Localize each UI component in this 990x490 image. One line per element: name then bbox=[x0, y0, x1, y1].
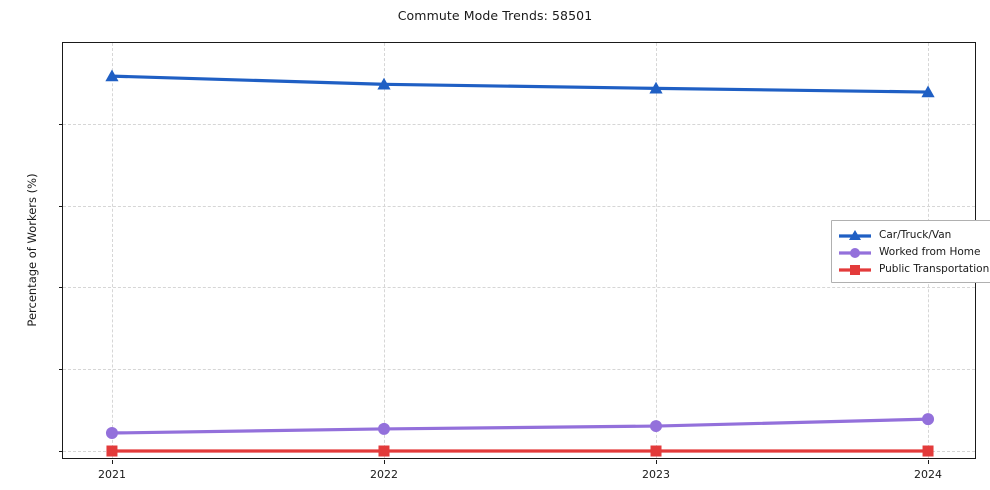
series-layer bbox=[105, 69, 935, 457]
x-tick-label: 2024 bbox=[914, 468, 943, 481]
y-tick-mark bbox=[59, 451, 63, 452]
chart-legend: Car/Truck/Van Worked from Home Public Tran… bbox=[831, 220, 990, 283]
data-point-marker bbox=[106, 445, 118, 457]
data-point-marker bbox=[377, 77, 391, 90]
gridline-vertical bbox=[383, 43, 385, 458]
legend-label: Public Transportation bbox=[879, 262, 990, 275]
gridline-vertical bbox=[111, 43, 113, 458]
legend-label: Worked from Home bbox=[879, 245, 981, 258]
y-axis-label: Percentage of Workers (%) bbox=[25, 173, 39, 327]
gridline-horizontal bbox=[63, 123, 975, 125]
gridline-horizontal bbox=[63, 287, 975, 289]
legend-item[interactable]: Worked from Home bbox=[838, 243, 989, 260]
legend-item[interactable]: Car/Truck/Van bbox=[838, 226, 989, 243]
data-point-marker bbox=[105, 69, 119, 82]
data-point-marker bbox=[650, 420, 663, 433]
legend-swatch-icon bbox=[838, 245, 872, 259]
x-tick-mark bbox=[928, 460, 930, 464]
x-tick-mark bbox=[656, 460, 657, 464]
data-point-marker bbox=[922, 445, 934, 457]
data-point-marker bbox=[650, 445, 662, 457]
x-tick-mark bbox=[383, 460, 385, 464]
chart-title: Commute Mode Trends: 58501 bbox=[397, 8, 593, 23]
legend-swatch-icon bbox=[838, 228, 872, 242]
x-tick-label: 2022 bbox=[369, 468, 398, 481]
x-tick-label: 2021 bbox=[97, 468, 126, 481]
legend-item[interactable]: Public Transportation bbox=[838, 260, 989, 277]
data-point-marker bbox=[649, 81, 663, 94]
data-point-marker bbox=[922, 413, 935, 426]
y-tick-mark bbox=[59, 205, 63, 207]
x-tick-mark bbox=[111, 460, 113, 464]
data-point-marker bbox=[105, 427, 118, 440]
gridline-vertical bbox=[656, 43, 657, 458]
series-line bbox=[110, 74, 930, 94]
series-line bbox=[110, 417, 930, 435]
legend-swatch-icon bbox=[838, 262, 872, 276]
y-tick-mark bbox=[59, 369, 63, 371]
gridline-horizontal bbox=[63, 369, 975, 371]
data-point-marker bbox=[921, 85, 935, 98]
y-tick-mark bbox=[59, 123, 63, 125]
legend-label: Car/Truck/Van bbox=[879, 228, 952, 241]
x-tick-label: 2023 bbox=[642, 468, 670, 481]
y-tick-mark bbox=[59, 287, 63, 289]
gridline-horizontal bbox=[63, 205, 975, 207]
data-point-marker bbox=[378, 445, 390, 457]
data-point-marker bbox=[377, 422, 390, 435]
